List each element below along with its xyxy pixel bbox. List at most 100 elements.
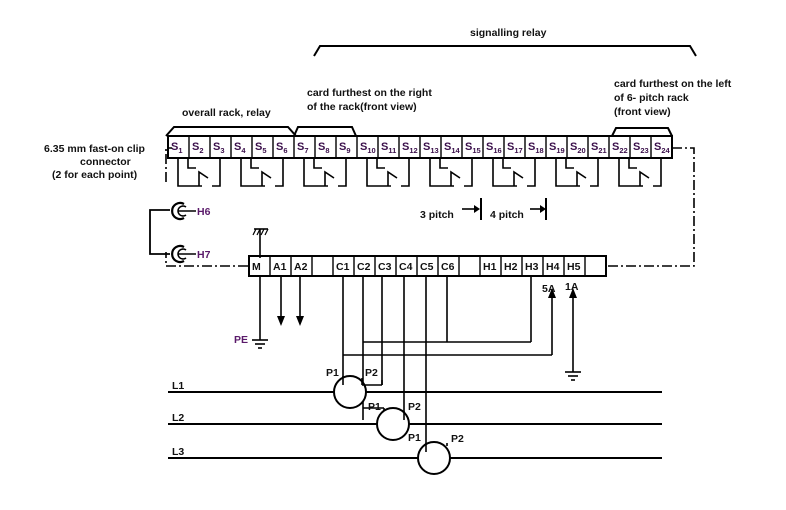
terminal-m: M	[252, 261, 261, 273]
terminal-h5: H5	[567, 261, 581, 273]
slot-letter: S	[444, 141, 451, 153]
relay-contact	[177, 158, 221, 187]
card-right-bracket	[293, 126, 357, 137]
phase-label-l2: L2	[172, 412, 184, 424]
slot-number: 12	[409, 146, 417, 155]
phase-label-l3: L3	[172, 446, 184, 458]
ct2-ring	[376, 407, 410, 441]
slot-number: 13	[430, 146, 438, 155]
card-left-label-1: card furthest on the left	[614, 78, 732, 90]
slot-number: 20	[577, 146, 585, 155]
terminal-h1: H1	[483, 261, 497, 273]
slot-letter: S	[654, 141, 661, 153]
rating-5a: 5A	[542, 283, 556, 295]
slot-s11: S11	[381, 141, 396, 155]
slot-number: 24	[661, 146, 670, 155]
slot-number: 9	[346, 146, 350, 155]
terminal-c6: C6	[441, 261, 455, 273]
ct2-p1-label: P1	[368, 401, 381, 413]
h6-connector	[171, 201, 196, 221]
h5-arrow	[569, 288, 577, 298]
pitch-4-arrowhead	[540, 205, 546, 213]
ct1-ring	[333, 375, 367, 409]
terminal-c4: C4	[399, 261, 413, 273]
overall-rack-bracket	[165, 126, 297, 137]
slot-s19: S19	[549, 141, 565, 155]
slot-number: 3	[220, 146, 224, 155]
ct3-p1-label: P1	[408, 432, 421, 444]
slot-s10: S10	[360, 141, 376, 155]
pe-earth-symbol	[252, 339, 268, 349]
ct3-ring	[417, 441, 451, 475]
slot-letter: S	[612, 141, 619, 153]
card-left-label-3: (front view)	[614, 106, 671, 118]
pitch-3-arrowhead	[474, 205, 480, 213]
terminal-wiring	[259, 276, 574, 452]
ct3-p2-label: P2	[451, 433, 464, 445]
pe-label: PE	[234, 334, 248, 346]
slot-letter: S	[318, 141, 325, 153]
a1-arrow	[277, 316, 285, 326]
relay-contact	[303, 158, 347, 187]
relay-contact	[429, 158, 473, 187]
slot-number: 7	[304, 146, 308, 155]
slot-number: 6	[283, 146, 287, 155]
slot-s12: S12	[402, 141, 418, 155]
signalling-relay-bracket	[313, 45, 697, 57]
slot-s6: S6	[276, 141, 288, 155]
slot-number: 18	[535, 146, 543, 155]
relay-contact	[618, 158, 662, 187]
slot-letter: S	[423, 141, 430, 153]
terminal-strip: M A1 A2 C1 C2 C3 C4 C5 C6 H1 H2 H3 H4 H5	[248, 255, 607, 277]
terminal-h3: H3	[525, 261, 539, 273]
slot-s23: S23	[633, 141, 649, 155]
slot-s3: S3	[213, 141, 225, 155]
connector-label-1: 6.35 mm fast-on clip	[44, 143, 145, 155]
slot-number: 16	[493, 146, 501, 155]
slot-s7: S7	[297, 141, 309, 155]
ct1-p2-label: P2	[365, 367, 378, 379]
slot-number: 4	[241, 146, 246, 155]
slot-letter: S	[234, 141, 241, 153]
slot-s4: S4	[234, 141, 246, 155]
slot-letter: S	[633, 141, 640, 153]
slot-letter: S	[402, 141, 409, 153]
slot-number: 23	[640, 146, 648, 155]
ct2-p2-label: P2	[408, 401, 421, 413]
h7-connector	[171, 244, 196, 264]
slot-letter: S	[297, 141, 304, 153]
slot-number: 22	[619, 146, 627, 155]
terminal-c5: C5	[420, 261, 434, 273]
slot-number: 10	[367, 146, 375, 155]
slot-letter: S	[570, 141, 577, 153]
h4-arrow	[548, 288, 556, 298]
slot-s1: S1	[171, 141, 183, 155]
slot-s18: S18	[528, 141, 544, 155]
enclosure-dashdot	[165, 147, 695, 267]
slot-s14: S14	[444, 141, 461, 155]
slot-number: 17	[514, 146, 522, 155]
slot-letter: S	[276, 141, 283, 153]
slot-number: 8	[325, 146, 329, 155]
terminal-h2: H2	[504, 261, 518, 273]
card-right-label-1: card furthest on the right	[307, 87, 432, 99]
slot-s22: S22	[612, 141, 628, 155]
relay-contact	[555, 158, 599, 187]
terminal-c1: C1	[336, 261, 350, 273]
relay-cards	[177, 158, 662, 187]
slot-letter: S	[360, 141, 367, 153]
h6-h7-link-wire	[149, 209, 170, 255]
slot-s24: S24	[654, 141, 671, 155]
slot-s16: S16	[486, 141, 502, 155]
slot-number: 5	[262, 146, 266, 155]
connector-label-3: (2 for each point)	[52, 169, 137, 181]
card-left-bracket	[611, 127, 673, 137]
slot-s15: S15	[465, 141, 481, 155]
a2-arrow	[296, 316, 304, 326]
connector-label-2: connector	[80, 156, 131, 168]
card-left-label-2: of 6- pitch rack	[614, 92, 689, 104]
rating-1a: 1A	[565, 281, 579, 293]
slot-number: 15	[472, 146, 480, 155]
terminal-h4: H4	[546, 261, 560, 273]
card-right-label-2: of the rack(front view)	[307, 101, 417, 113]
